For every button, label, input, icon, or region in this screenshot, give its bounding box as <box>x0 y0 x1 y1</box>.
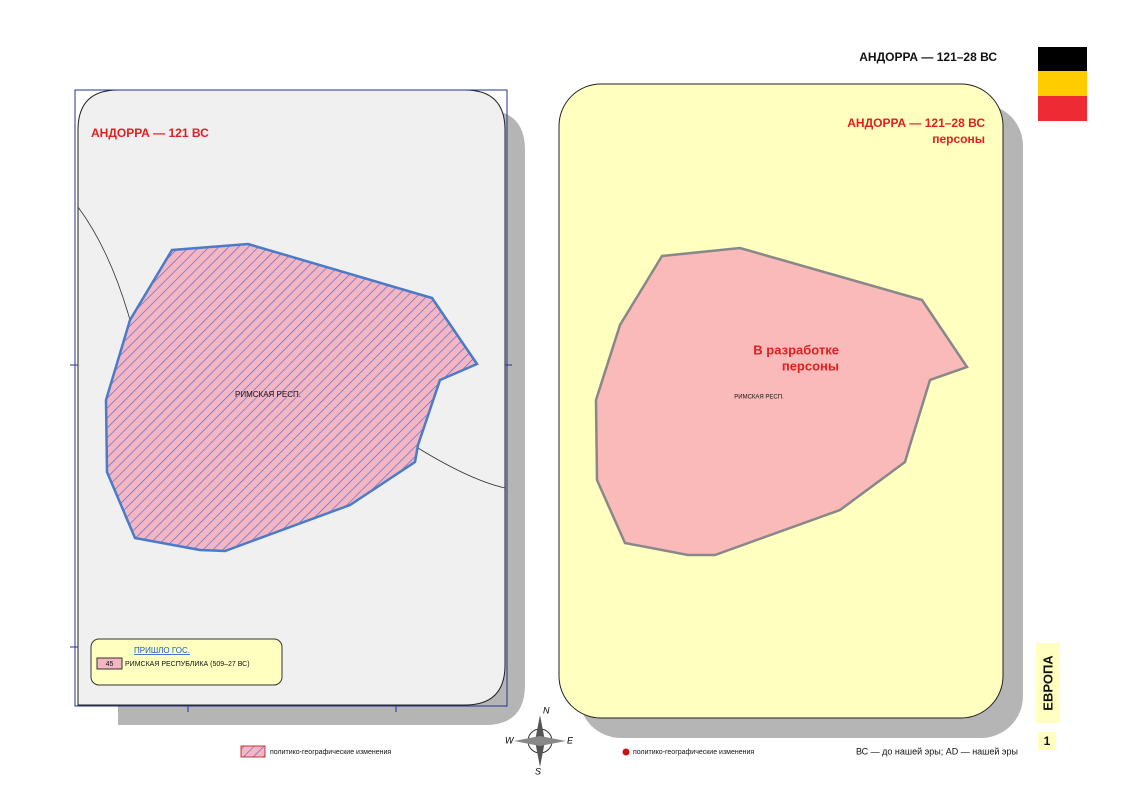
right-subtitle: персоны <box>932 132 985 146</box>
compass-s: S <box>535 766 541 776</box>
footer-note: ВС — до нашей эры; AD — нашей эры <box>856 746 1018 756</box>
region-label: РИМСКАЯ РЕСП. <box>235 390 301 399</box>
legend-swatch <box>96 657 123 670</box>
legend-badge: 45 <box>106 661 114 668</box>
compass-e: E <box>567 735 574 745</box>
right-title: АНДОРРА — 121–28 ВС <box>847 116 985 130</box>
left-frame <box>74 89 508 707</box>
notice: В разработке <box>753 342 839 357</box>
flag-gold <box>1038 71 1087 96</box>
compass: N W E S <box>505 705 574 776</box>
legend-heading: ПРИШЛО ГОС. <box>134 646 190 655</box>
flag-black <box>1038 47 1087 71</box>
header-title: АНДОРРА — 121–28 ВС <box>859 50 997 64</box>
region-polygon <box>104 242 479 553</box>
notice: персоны <box>782 358 839 373</box>
frame-ticks <box>70 364 512 712</box>
region-label: РИМСКАЯ РЕСП. <box>734 395 784 401</box>
page-number: 1 <box>1044 734 1051 748</box>
dot-swatch <box>622 748 630 756</box>
border-line <box>77 206 131 321</box>
legend-entry: РИМСКАЯ РЕСПУБЛИКА (509–27 ВС) <box>125 661 250 668</box>
region-polygon <box>594 246 969 557</box>
hatch-swatch <box>240 745 266 758</box>
side-tab <box>1036 643 1060 723</box>
compass-n: N <box>543 705 550 715</box>
page-tab <box>1038 732 1056 750</box>
left-title: АНДОРРА — 121 ВС <box>91 126 209 140</box>
compass-w: W <box>505 735 515 745</box>
flag-red <box>1038 96 1087 121</box>
hatch-legend: политико-географические изменения <box>270 749 391 756</box>
side-region: ЕВРОПА <box>1040 655 1055 711</box>
dot-legend: политико-географические изменения <box>633 749 754 756</box>
border-line <box>417 447 506 489</box>
legend-box <box>90 638 283 686</box>
